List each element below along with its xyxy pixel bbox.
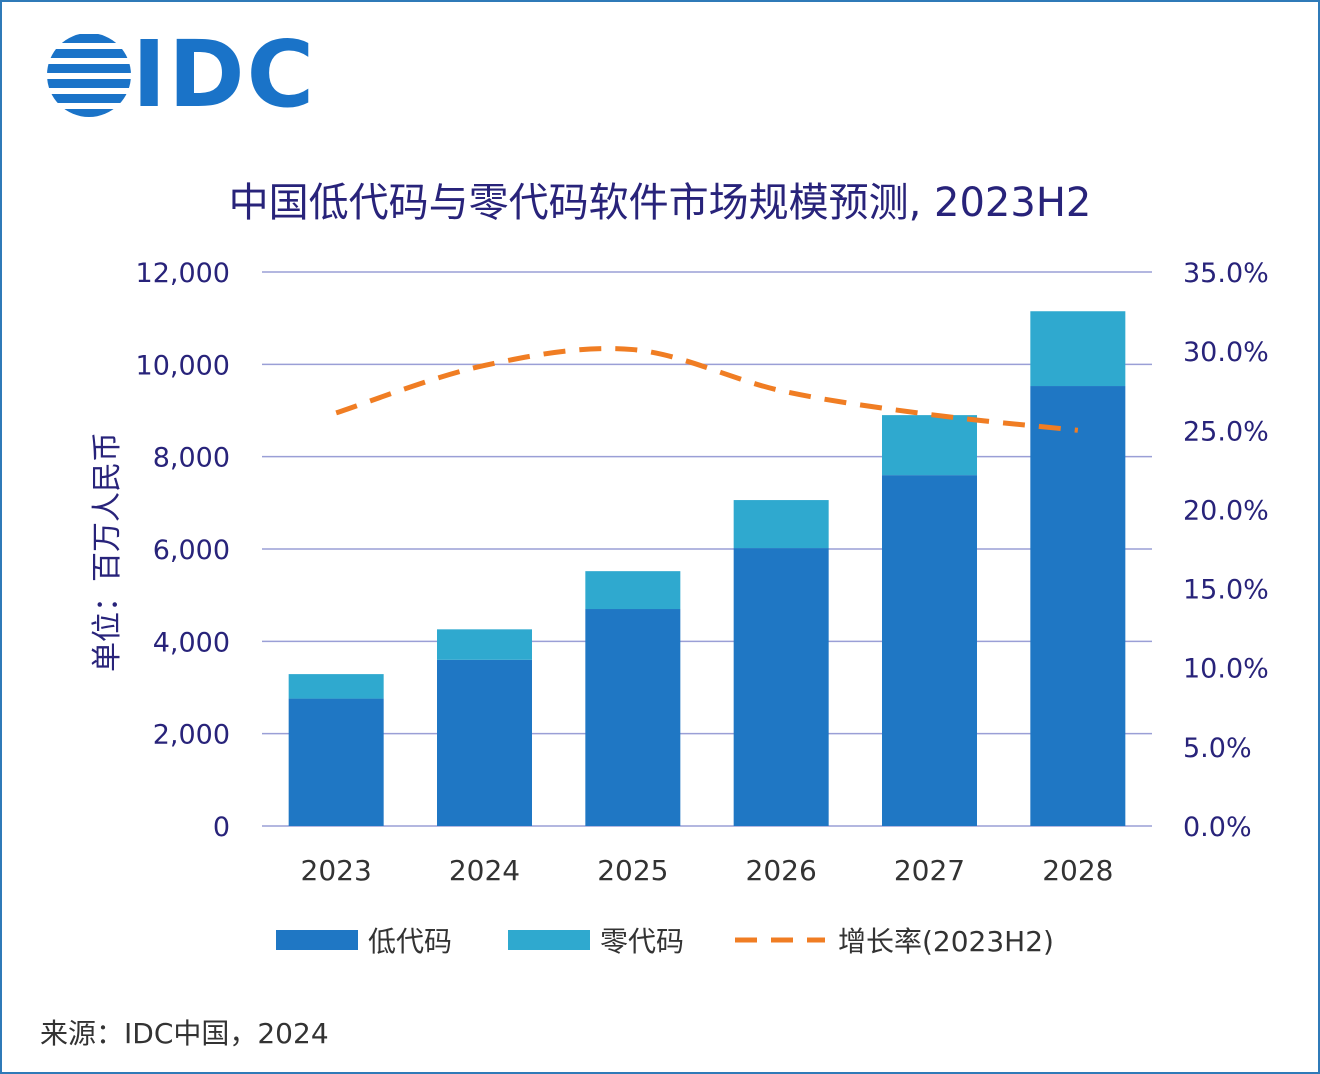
y-tick-label: 2,000 (153, 720, 230, 751)
y2-tick-label: 0.0% (1183, 812, 1252, 843)
y2-tick-label: 15.0% (1183, 575, 1269, 606)
bar-zero-code (288, 674, 384, 699)
y-tick-label: 12,000 (136, 258, 230, 289)
x-tick-label: 2028 (1042, 854, 1113, 887)
x-tick-label: 2024 (449, 854, 520, 887)
legend-label-growth-rate: 增长率(2023H2) (838, 925, 1054, 958)
y2-tick-label: 25.0% (1183, 416, 1269, 447)
y2-tick-label: 20.0% (1183, 495, 1269, 526)
y2-tick-label: 35.0% (1183, 258, 1269, 289)
bar-low-code (288, 698, 384, 826)
bar-low-code (585, 609, 681, 826)
y2-tick-label: 30.0% (1183, 337, 1269, 368)
y-tick-label: 10,000 (136, 350, 230, 381)
chart-plot: 0 2,000 4,000 6,000 8,000 10,000 12,000 0.0% 5.0… (136, 258, 1269, 958)
x-tick-label: 2027 (894, 854, 965, 887)
legend-label-zero-code: 零代码 (600, 925, 684, 958)
legend-swatch-low-code (276, 930, 358, 950)
x-tick-label: 2026 (746, 854, 817, 887)
bar-low-code (733, 548, 829, 826)
bar-zero-code (1030, 311, 1126, 387)
y-tick-label: 0 (213, 812, 230, 843)
growth-rate-line (335, 346, 1079, 433)
bar-zero-code (437, 629, 532, 660)
chart-title: 中国低代码与零代码软件市场规模预测, 2023H2 (228, 180, 1092, 226)
bar-zero-code (882, 415, 977, 476)
y-tick-label: 6,000 (153, 535, 230, 566)
bar-low-code (437, 659, 532, 826)
y-tick-label: 4,000 (153, 627, 230, 658)
source-note: 来源：IDC中国，2024 (40, 1017, 329, 1050)
bar-zero-code (733, 500, 829, 549)
legend-swatch-zero-code (508, 930, 590, 950)
bar-low-code (882, 475, 977, 826)
bar-low-code (1030, 386, 1126, 826)
y2-tick-label: 10.0% (1183, 654, 1269, 685)
x-tick-label: 2025 (597, 854, 668, 887)
idc-logo-globe-icon (47, 34, 131, 117)
y-tick-label: 8,000 (153, 443, 230, 474)
idc-logo-text: IDC (132, 21, 317, 128)
x-tick-label: 2023 (301, 854, 372, 887)
legend-label-low-code: 低代码 (368, 925, 452, 958)
bar-zero-code (585, 571, 681, 610)
y2-tick-label: 5.0% (1183, 733, 1252, 764)
